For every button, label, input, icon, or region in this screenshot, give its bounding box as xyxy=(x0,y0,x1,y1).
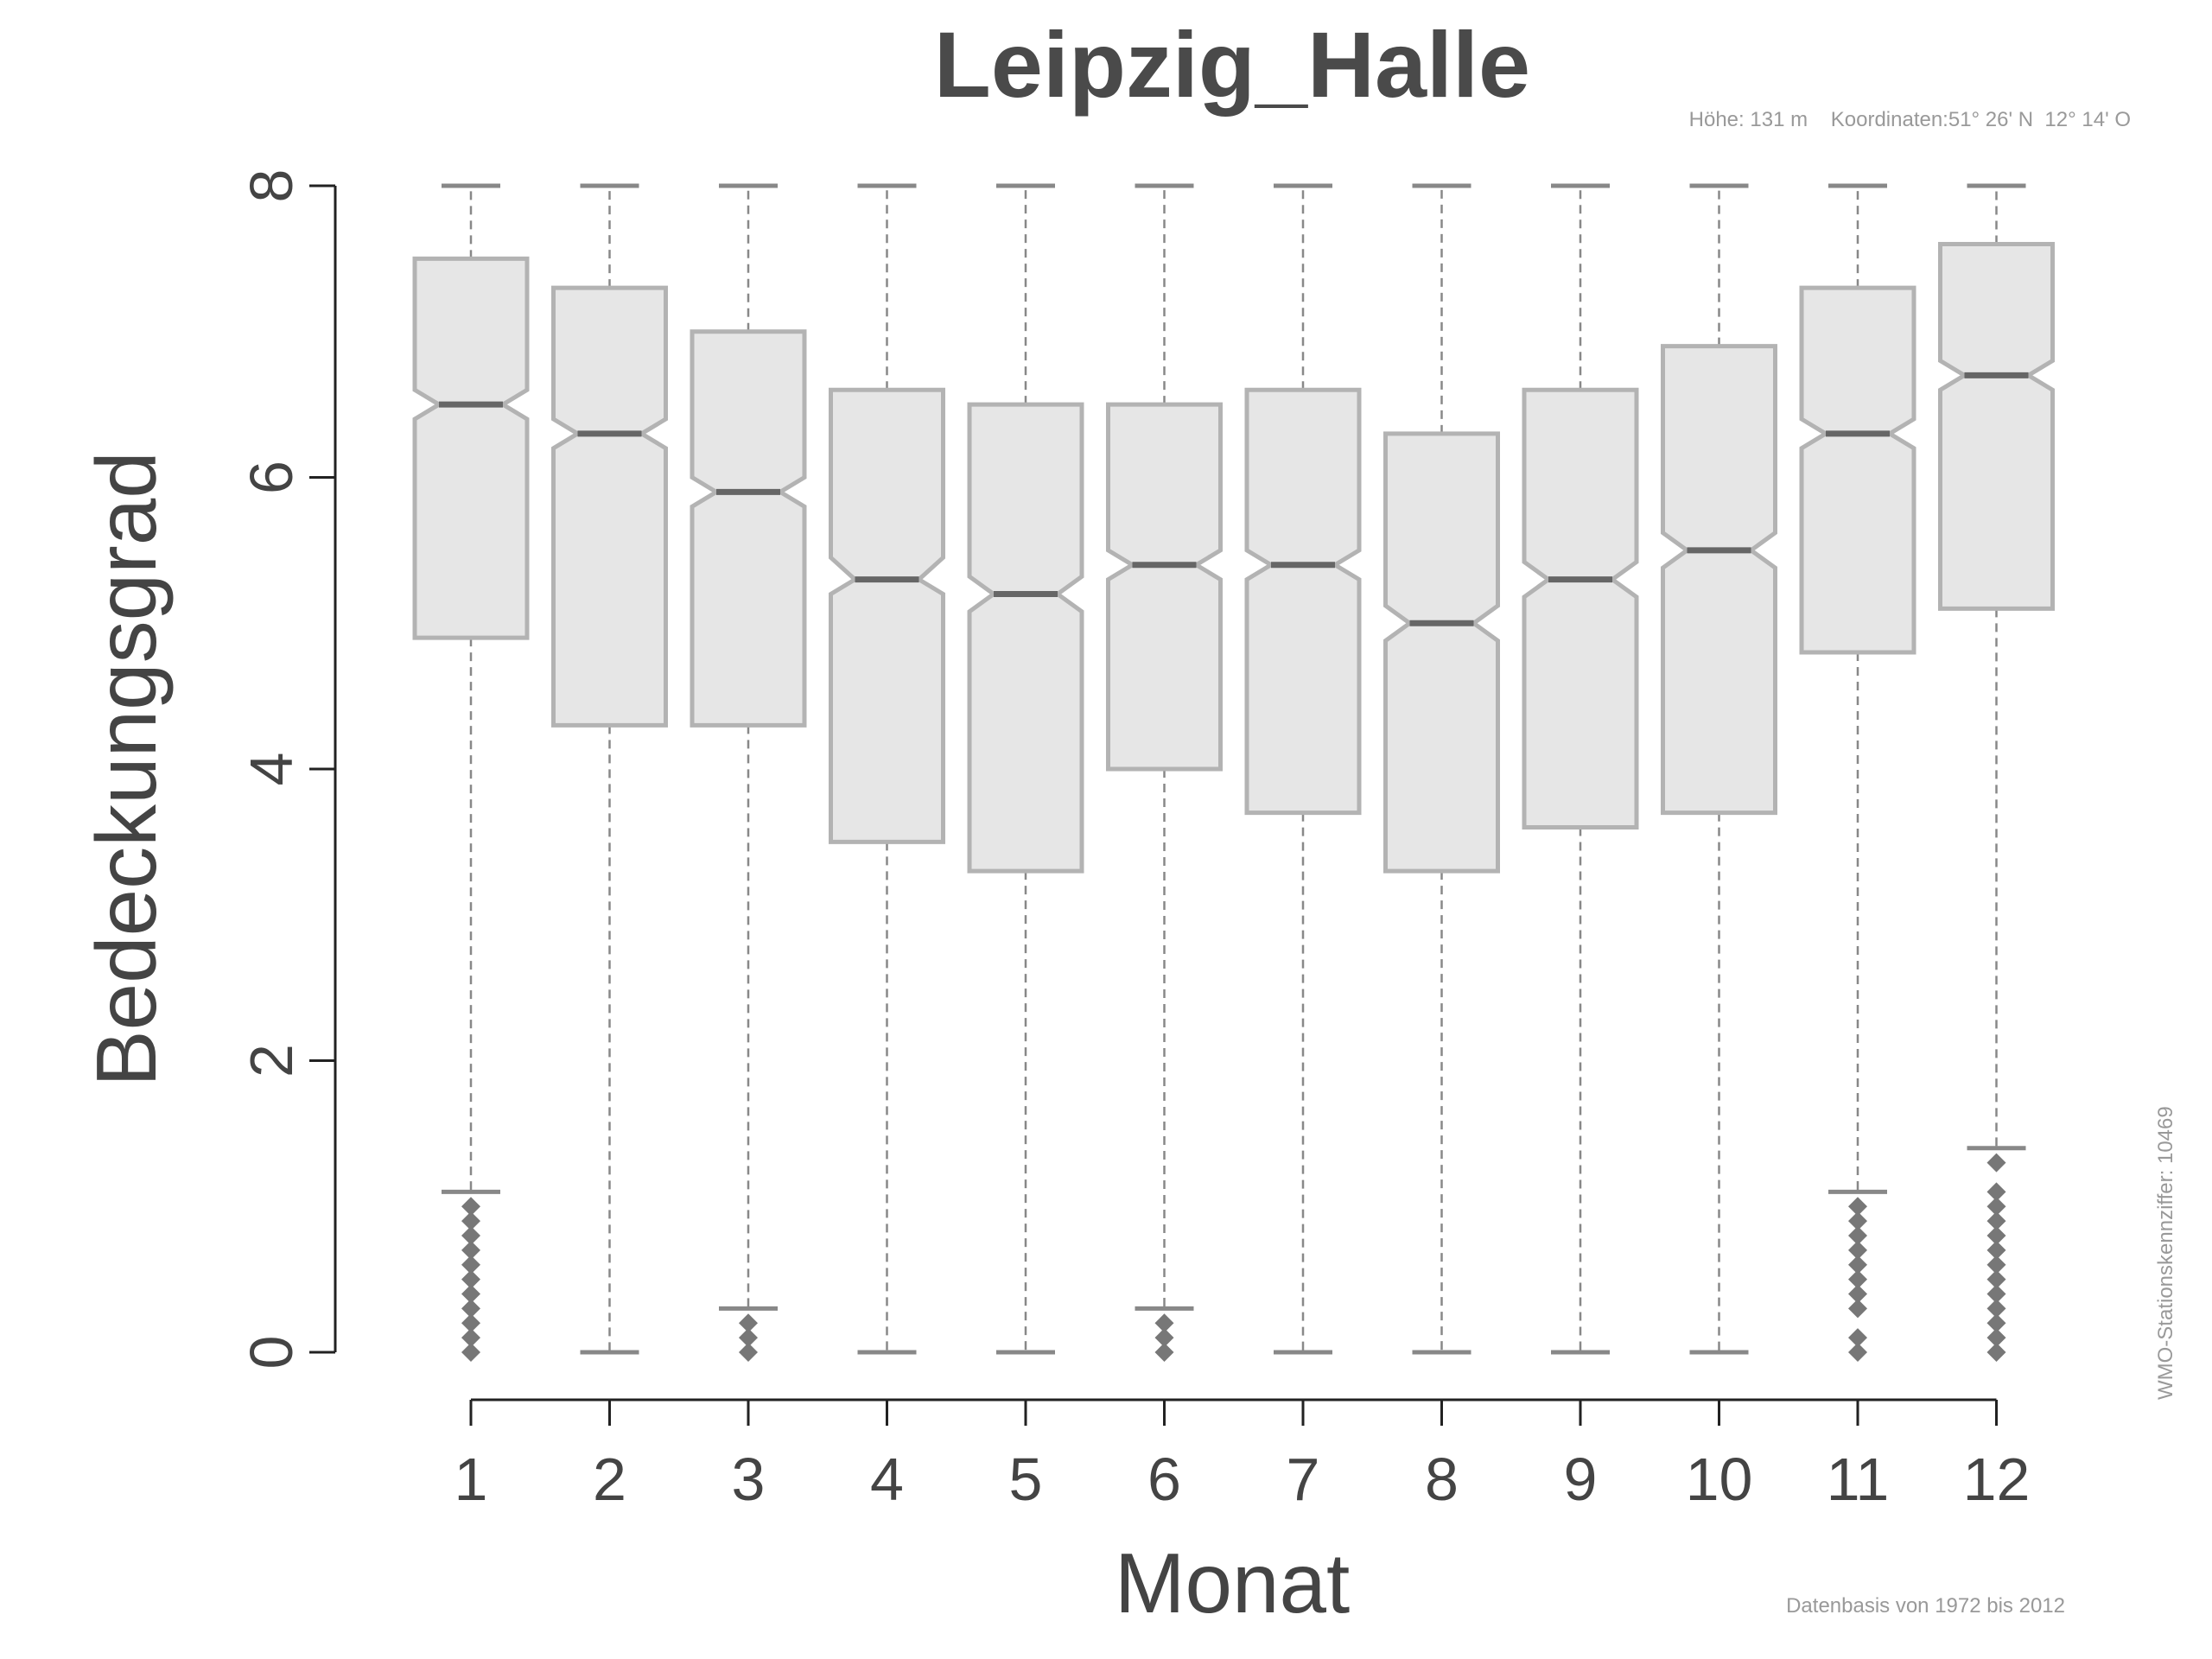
box-month-8 xyxy=(1383,183,1500,1355)
box-month-1 xyxy=(412,183,530,1362)
outlier-point xyxy=(461,1226,480,1245)
outlier-point xyxy=(1986,1153,2006,1173)
x-tick-label: 5 xyxy=(1009,1446,1043,1513)
y-tick-label: 2 xyxy=(238,1044,305,1077)
outlier-point xyxy=(1848,1269,1867,1289)
box-month-6 xyxy=(1106,183,1223,1362)
chart-title: Leipzig_Halle xyxy=(934,12,1530,117)
box-month-11 xyxy=(1799,183,1916,1362)
x-tick-label: 10 xyxy=(1686,1446,1753,1513)
x-tick-label: 7 xyxy=(1287,1446,1320,1513)
notched-box xyxy=(412,256,530,640)
box-month-10 xyxy=(1661,183,1777,1355)
notched-box xyxy=(1106,402,1223,772)
box-month-3 xyxy=(690,183,807,1362)
box-month-2 xyxy=(551,183,668,1355)
notched-box xyxy=(1938,242,2055,611)
notched-box xyxy=(551,285,668,728)
outlier-point xyxy=(461,1299,480,1319)
y-axis-title: Bedeckungsgrad xyxy=(79,451,174,1087)
x-tick-label: 6 xyxy=(1147,1446,1181,1513)
station-info: Höhe: 131 m Koordinaten:51° 26' N 12° 14… xyxy=(1689,108,2131,131)
box-month-7 xyxy=(1244,183,1362,1355)
outlier-point xyxy=(1848,1299,1867,1319)
outlier-point xyxy=(1986,1240,2006,1260)
notched-box xyxy=(1661,344,1777,816)
x-tick-label: 11 xyxy=(1827,1446,1890,1513)
outlier-point xyxy=(461,1313,480,1333)
x-axis-title: Monat xyxy=(1115,1535,1350,1630)
outlier-point xyxy=(739,1343,758,1362)
outlier-point xyxy=(461,1197,480,1217)
outlier-point xyxy=(1986,1255,2006,1274)
x-tick-label: 12 xyxy=(1963,1446,2031,1513)
outlier-point xyxy=(1986,1313,2006,1333)
notched-box xyxy=(690,329,807,728)
outlier-point xyxy=(1986,1197,2006,1217)
outlier-point xyxy=(1848,1343,1867,1362)
x-tick-label: 2 xyxy=(593,1446,626,1513)
outlier-point xyxy=(1986,1211,2006,1231)
outlier-point xyxy=(461,1343,480,1362)
outlier-point xyxy=(1848,1255,1867,1274)
y-tick-label: 6 xyxy=(238,461,305,494)
y-tick-label: 0 xyxy=(238,1336,305,1370)
outlier-point xyxy=(1986,1284,2006,1304)
x-tick-label: 1 xyxy=(454,1446,488,1513)
notched-box xyxy=(829,387,945,844)
y-tick-label: 8 xyxy=(238,169,305,203)
notched-box xyxy=(1244,387,1362,816)
outlier-point xyxy=(461,1328,480,1348)
box-month-4 xyxy=(829,183,945,1355)
outlier-point xyxy=(1848,1226,1867,1245)
outlier-point xyxy=(1986,1226,2006,1245)
outlier-point xyxy=(1154,1343,1174,1362)
box-month-5 xyxy=(967,183,1084,1355)
box-month-12 xyxy=(1938,183,2055,1362)
outlier-point xyxy=(1154,1313,1174,1333)
x-tick-label: 4 xyxy=(870,1446,904,1513)
outlier-point xyxy=(1848,1197,1867,1217)
outlier-point xyxy=(1986,1328,2006,1348)
outlier-point xyxy=(1986,1343,2006,1362)
outlier-point xyxy=(1848,1240,1867,1260)
outlier-point xyxy=(739,1313,758,1333)
notched-box xyxy=(967,402,1084,874)
outlier-point xyxy=(1986,1182,2006,1202)
data-period-note: Datenbasis von 1972 bis 2012 xyxy=(1786,1594,2065,1618)
outlier-point xyxy=(739,1328,758,1348)
x-tick-label: 3 xyxy=(732,1446,766,1513)
outlier-point xyxy=(461,1284,480,1304)
notched-box xyxy=(1383,431,1500,874)
outlier-point xyxy=(461,1211,480,1231)
outlier-point xyxy=(1848,1328,1867,1348)
outlier-point xyxy=(461,1240,480,1260)
outlier-point xyxy=(1154,1328,1174,1348)
outlier-point xyxy=(1986,1269,2006,1289)
notched-box xyxy=(1799,285,1916,655)
notched-box xyxy=(1522,387,1639,830)
outlier-point xyxy=(1848,1211,1867,1231)
outlier-point xyxy=(1848,1284,1867,1304)
x-tick-label: 9 xyxy=(1564,1446,1598,1513)
wmo-station-note: WMO-Stationskennziffer: 10469 xyxy=(2154,1106,2177,1400)
outlier-point xyxy=(1986,1299,2006,1319)
outlier-point xyxy=(461,1269,480,1289)
y-tick-label: 4 xyxy=(238,753,305,786)
x-tick-label: 8 xyxy=(1425,1446,1459,1513)
outlier-point xyxy=(461,1255,480,1274)
box-month-9 xyxy=(1522,183,1639,1355)
